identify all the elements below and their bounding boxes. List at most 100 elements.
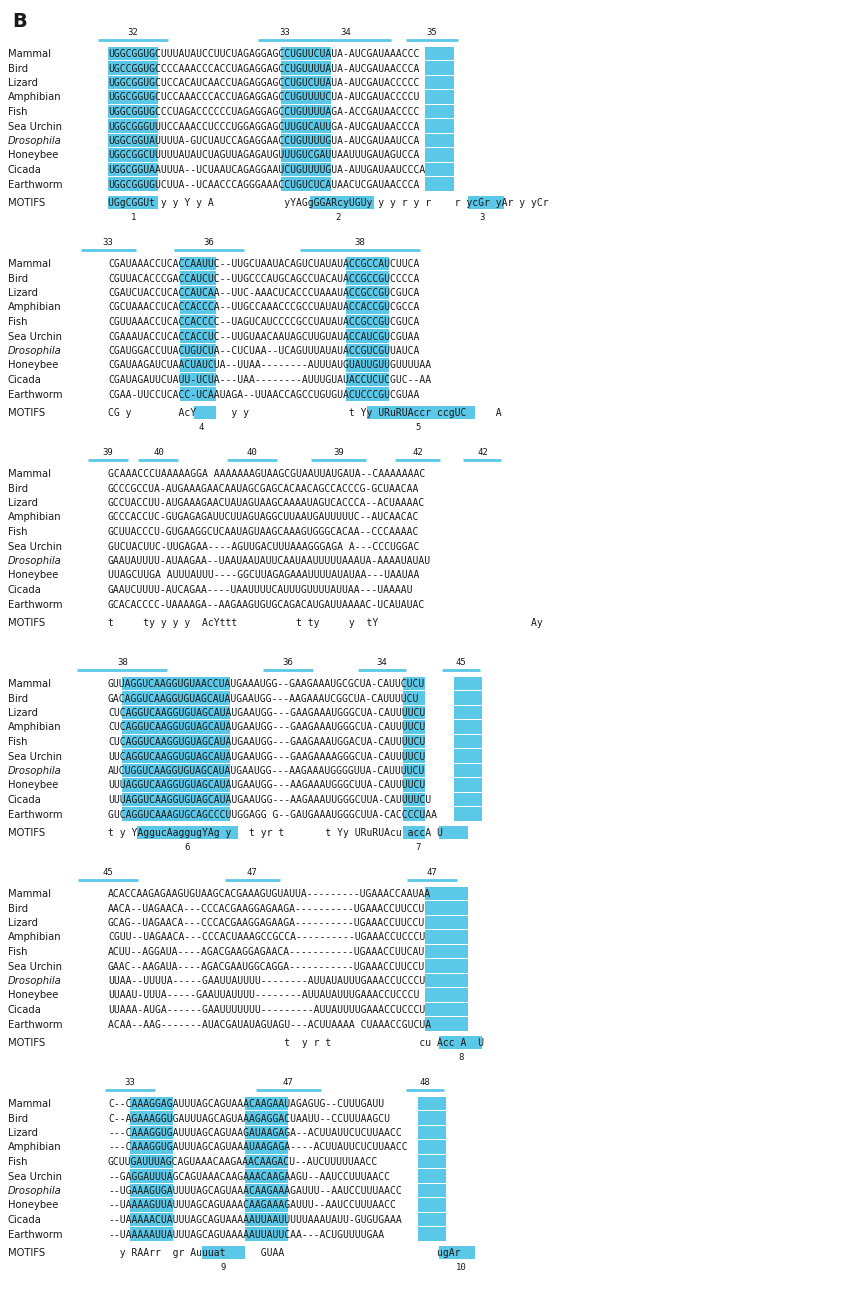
- Text: Amphibian: Amphibian: [8, 932, 61, 942]
- FancyBboxPatch shape: [281, 90, 331, 104]
- FancyBboxPatch shape: [281, 61, 331, 74]
- FancyBboxPatch shape: [425, 887, 468, 900]
- FancyBboxPatch shape: [245, 1112, 288, 1124]
- FancyBboxPatch shape: [425, 134, 454, 147]
- FancyBboxPatch shape: [130, 1227, 173, 1240]
- Text: C--AGAAAGGUGAUUUAGCAGUAAAGAGGACUAAUU--CCUUUAAGCU: C--AGAAAGGUGAUUUAGCAGUAAAGAGGACUAAUU--CC…: [108, 1114, 390, 1123]
- FancyBboxPatch shape: [425, 75, 454, 90]
- FancyBboxPatch shape: [123, 764, 231, 777]
- Text: AACA--UAGAACA---CCCACGAAGGAGAAGA----------UGAAACCUUCCU: AACA--UAGAACA---CCCACGAAGGAGAAGA--------…: [108, 903, 425, 914]
- Text: CG y        AcY      y y                 t Yy URuRUAccr ccgUC     A: CG y AcY y y t Yy URuRUAccr ccgUC A: [108, 408, 502, 419]
- FancyBboxPatch shape: [403, 677, 425, 690]
- FancyBboxPatch shape: [417, 1126, 447, 1139]
- Text: ---CAAAGGUGAUUUAGCAGUAAAUAAGAGA----ACUUAUUCUCUUAACC: ---CAAAGGUGAUUUAGCAGUAAAUAAGAGA----ACUUA…: [108, 1143, 408, 1153]
- FancyBboxPatch shape: [180, 359, 216, 372]
- FancyBboxPatch shape: [108, 162, 158, 177]
- Text: Amphibian: Amphibian: [8, 303, 61, 312]
- Text: Mammal: Mammal: [8, 469, 51, 478]
- Text: UUAAU-UUUA-----GAAUUAUUUU--------AUUAUAUUUGAAACCUCCCU: UUAAU-UUUA-----GAAUUAUUUU--------AUUAUAU…: [108, 991, 419, 1001]
- Text: t y YAggucAaggugYAg y   t yr t       t Yy URuRUAcu accA U: t y YAggucAaggugYAg y t yr t t Yy URuRUA…: [108, 828, 443, 838]
- Text: Earthworm: Earthworm: [8, 179, 62, 190]
- FancyBboxPatch shape: [123, 720, 231, 733]
- Text: Bird: Bird: [8, 273, 29, 283]
- Text: UGGCGGUGCCCUAGACCCCCCUAGAGGAGCCUGUUUUAGA-ACCGAUAACCCC: UGGCGGUGCCCUAGACCCCCCUAGAGGAGCCUGUUUUAGA…: [108, 107, 419, 117]
- FancyBboxPatch shape: [425, 177, 454, 191]
- FancyBboxPatch shape: [130, 1140, 173, 1154]
- FancyBboxPatch shape: [123, 734, 231, 749]
- FancyBboxPatch shape: [439, 1245, 475, 1260]
- FancyBboxPatch shape: [425, 931, 468, 944]
- FancyBboxPatch shape: [281, 105, 331, 118]
- FancyBboxPatch shape: [346, 343, 389, 358]
- Text: --UAAAAGUUAUUUAGCAGUAAACAAGAAAGAUUU--AAUCCUUUAACC: --UAAAAGUUAUUUAGCAGUAAACAAGAAAGAUUU--AAU…: [108, 1200, 396, 1210]
- FancyBboxPatch shape: [425, 148, 454, 161]
- FancyBboxPatch shape: [403, 764, 425, 777]
- FancyBboxPatch shape: [108, 134, 158, 147]
- FancyBboxPatch shape: [281, 75, 331, 90]
- Text: Cicada: Cicada: [8, 1216, 41, 1225]
- FancyBboxPatch shape: [454, 779, 482, 792]
- FancyBboxPatch shape: [130, 1097, 173, 1110]
- FancyBboxPatch shape: [123, 677, 231, 690]
- Text: Honeybee: Honeybee: [8, 1200, 59, 1210]
- Text: UGGCGGUGCUCCACAUCAACCUAGAGGAGCCUGUCUUAUA-AUCGAUACCCCC: UGGCGGUGCUCCACAUCAACCUAGAGGAGCCUGUCUUAUA…: [108, 78, 419, 88]
- Text: 9: 9: [220, 1264, 226, 1271]
- FancyBboxPatch shape: [281, 148, 331, 161]
- Text: 45: 45: [103, 868, 113, 878]
- Text: Earthworm: Earthworm: [8, 599, 62, 610]
- Text: 6: 6: [185, 842, 190, 852]
- Text: CGAA-UUCCUCACC-UCAAUAGA--UUAACCAGCCUGUGUACUCCCGUCGUAA: CGAA-UUCCUCACC-UCAAUAGA--UUAACCAGCCUGUGU…: [108, 390, 419, 399]
- Text: CGUU--UAGAACA---CCCACUAAAGCCGCCA----------UGAAACCUCCCU: CGUU--UAGAACA---CCCACUAAAGCCGCCA--------…: [108, 932, 425, 942]
- FancyBboxPatch shape: [425, 915, 468, 930]
- Text: Mammal: Mammal: [8, 889, 51, 900]
- Text: GAAUAUUUU-AUAAGAA--UAAUAAUAUUCAAUAAUUUUUAAAUA-AAAAUAUAU: GAAUAUUUU-AUAAGAA--UAAUAAUAUUCAAUAAUUUUU…: [108, 556, 431, 566]
- FancyBboxPatch shape: [130, 1154, 173, 1169]
- Text: UGGCGGUGUCUUA--UCAACCCAGGGAAACCUGUCUCAUAACUCGAUAACCCA: UGGCGGUGUCUUA--UCAACCCAGGGAAACCUGUCUCAUA…: [108, 179, 419, 190]
- FancyBboxPatch shape: [309, 196, 374, 209]
- Text: Sea Urchin: Sea Urchin: [8, 542, 62, 551]
- Text: Honeybee: Honeybee: [8, 571, 59, 581]
- Text: 36: 36: [283, 658, 294, 667]
- Text: Lizard: Lizard: [8, 1128, 38, 1138]
- FancyBboxPatch shape: [130, 1184, 173, 1197]
- FancyBboxPatch shape: [108, 196, 158, 209]
- Text: Lizard: Lizard: [8, 78, 38, 88]
- Text: UGGCGGUGCUCCAAACCCACCUAGAGGAGCCUGUUUUCUA-AUCGAUACCCCU: UGGCGGUGCUCCAAACCCACCUAGAGGAGCCUGUUUUCUA…: [108, 92, 419, 103]
- Text: GUCUACUUC-UUGAGAA----AGUUGACUUUAAAGGGAGA A---CCCUGGAC: GUCUACUUC-UUGAGAA----AGUUGACUUUAAAGGGAGA…: [108, 542, 419, 551]
- Text: 4: 4: [199, 422, 204, 432]
- FancyBboxPatch shape: [130, 1169, 173, 1183]
- Text: GCCUACCUU-AUGAAAGAACUAUAGUAAGCAAAAUAGUCACCCA--ACUAAAAC: GCCUACCUU-AUGAAAGAACUAUAGUAAGCAAAAUAGUCA…: [108, 498, 425, 508]
- Text: Earthworm: Earthworm: [8, 810, 62, 819]
- FancyBboxPatch shape: [454, 807, 482, 820]
- Text: AUCUGGUCAAGGUGUAGCAUAUGAAUGG---AAGAAAUGGGGUUA-CAUUUUCU: AUCUGGUCAAGGUGUAGCAUAUGAAUGG---AAGAAAUGG…: [108, 766, 425, 776]
- Text: Bird: Bird: [8, 693, 29, 703]
- FancyBboxPatch shape: [425, 988, 468, 1002]
- Text: Sea Urchin: Sea Urchin: [8, 962, 62, 971]
- FancyBboxPatch shape: [346, 315, 389, 328]
- FancyBboxPatch shape: [425, 959, 468, 972]
- FancyBboxPatch shape: [454, 793, 482, 806]
- FancyBboxPatch shape: [425, 901, 468, 915]
- Text: Sea Urchin: Sea Urchin: [8, 751, 62, 762]
- FancyBboxPatch shape: [108, 90, 158, 104]
- FancyBboxPatch shape: [417, 1112, 447, 1124]
- Text: Honeybee: Honeybee: [8, 780, 59, 790]
- FancyBboxPatch shape: [346, 359, 389, 372]
- FancyBboxPatch shape: [454, 764, 482, 777]
- FancyBboxPatch shape: [403, 749, 425, 763]
- Text: UGgCGGUt y y Y y A            yYAGgGGARcyUGUy y y r y r    r ycGr yAr y yCr: UGgCGGUt y y Y y A yYAGgGGARcyUGUy y y r…: [108, 198, 549, 208]
- FancyBboxPatch shape: [425, 945, 468, 958]
- FancyBboxPatch shape: [180, 315, 216, 328]
- Text: GCUUGAUUUAGCAGUAAACAAGAAACAAGACU--AUCUUUUUAACC: GCUUGAUUUAGCAGUAAACAAGAAACAAGACU--AUCUUU…: [108, 1157, 378, 1167]
- Text: 33: 33: [279, 29, 289, 36]
- Text: Drosophila: Drosophila: [8, 976, 61, 985]
- Text: Mammal: Mammal: [8, 49, 51, 58]
- Text: Drosophila: Drosophila: [8, 1186, 61, 1196]
- FancyBboxPatch shape: [281, 47, 331, 60]
- Text: 2: 2: [336, 213, 341, 222]
- Text: 36: 36: [203, 238, 214, 247]
- FancyBboxPatch shape: [180, 300, 216, 313]
- Text: CGUUAAACCUCACCACCCC--UAGUCAUCCCCGCCUAUAUACCGCCGUCGUCA: CGUUAAACCUCACCACCCC--UAGUCAUCCCCGCCUAUAU…: [108, 317, 419, 328]
- Text: ---CAAAGGUGAUUUAGCAGUAAGAUAAGAGA--ACUUAUUCUCUUAACC: ---CAAAGGUGAUUUAGCAGUAAGAUAAGAGA--ACUUAU…: [108, 1128, 402, 1138]
- Text: Mammal: Mammal: [8, 259, 51, 269]
